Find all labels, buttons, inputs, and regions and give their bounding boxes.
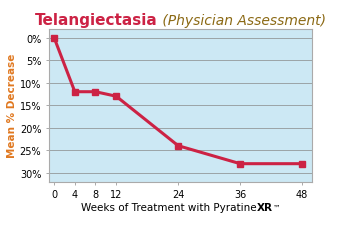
Y-axis label: Mean % Decrease: Mean % Decrease [7, 54, 17, 158]
